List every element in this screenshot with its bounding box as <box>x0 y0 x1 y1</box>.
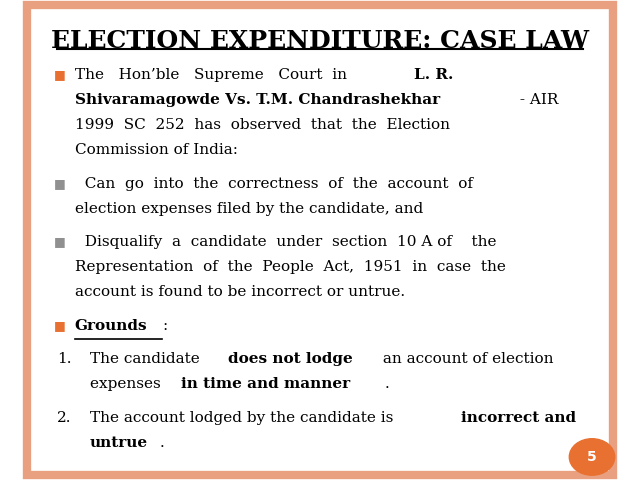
Text: account is found to be incorrect or untrue.: account is found to be incorrect or untr… <box>75 285 405 299</box>
Text: Shivaramagowde Vs. T.M. Chandrashekhar: Shivaramagowde Vs. T.M. Chandrashekhar <box>75 93 440 107</box>
Text: 2.: 2. <box>57 411 72 425</box>
Text: The candidate: The candidate <box>90 352 204 366</box>
Text: .: . <box>160 436 164 450</box>
Text: ■: ■ <box>54 177 66 190</box>
Text: - AIR: - AIR <box>515 93 558 107</box>
Text: L. R.: L. R. <box>415 68 454 82</box>
Text: Can  go  into  the  correctness  of  the  account  of: Can go into the correctness of the accou… <box>75 177 473 191</box>
Text: Grounds: Grounds <box>75 319 147 333</box>
Text: ELECTION EXPENDITURE: CASE LAW: ELECTION EXPENDITURE: CASE LAW <box>51 29 589 53</box>
Text: Commission of India:: Commission of India: <box>75 143 238 157</box>
Text: untrue: untrue <box>90 436 148 450</box>
Text: ■: ■ <box>54 319 66 332</box>
Text: The   Hon’ble   Supreme   Court  in: The Hon’ble Supreme Court in <box>75 68 356 82</box>
Text: incorrect and: incorrect and <box>461 411 577 425</box>
Circle shape <box>570 439 615 475</box>
Text: election expenses filed by the candidate, and: election expenses filed by the candidate… <box>75 202 423 216</box>
Text: Disqualify  a  candidate  under  section  10 A of    the: Disqualify a candidate under section 10 … <box>75 235 497 249</box>
Text: 1.: 1. <box>57 352 72 366</box>
Text: ■: ■ <box>54 235 66 248</box>
Text: 5: 5 <box>587 450 597 464</box>
Text: an account of election: an account of election <box>378 352 554 366</box>
Text: 1999  SC  252  has  observed  that  the  Election: 1999 SC 252 has observed that the Electi… <box>75 118 450 132</box>
Text: does not lodge: does not lodge <box>228 352 353 366</box>
Text: in time and manner: in time and manner <box>181 377 350 391</box>
Text: ■: ■ <box>54 68 66 81</box>
Text: The account lodged by the candidate is: The account lodged by the candidate is <box>90 411 398 425</box>
Text: expenses: expenses <box>90 377 166 391</box>
Text: Representation  of  the  People  Act,  1951  in  case  the: Representation of the People Act, 1951 i… <box>75 260 506 274</box>
Text: :: : <box>163 319 168 333</box>
Text: .: . <box>385 377 390 391</box>
